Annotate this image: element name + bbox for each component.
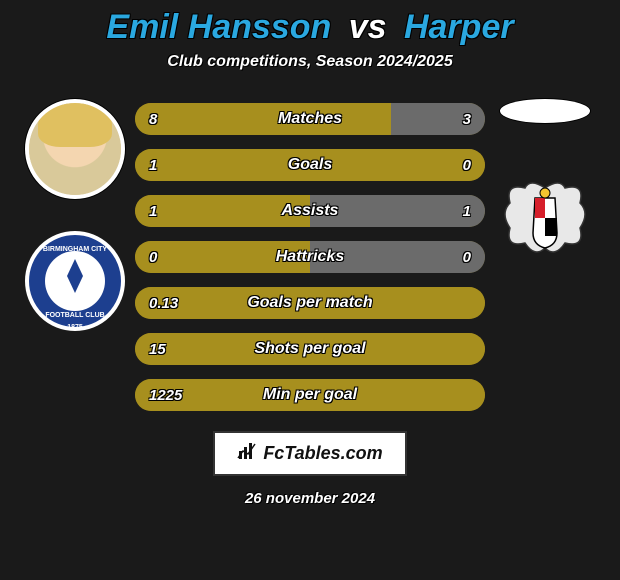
stat-row: 1Assists1 (135, 195, 485, 227)
stat-row: 15Shots per goal (135, 333, 485, 365)
chart-icon (237, 441, 257, 466)
stats-bars: 8Matches31Goals01Assists10Hattricks00.13… (135, 99, 485, 411)
watermark: FcTables.com (213, 431, 406, 476)
stat-value-right: 3 (463, 111, 471, 128)
stat-label: Hattricks (135, 248, 485, 266)
svg-text:FOOTBALL CLUB: FOOTBALL CLUB (45, 312, 104, 319)
date-label: 26 november 2024 (245, 490, 375, 507)
exeter-logo-icon (495, 173, 595, 263)
watermark-text: FcTables.com (263, 443, 382, 464)
player1-club-logo: BIRMINGHAM CITY FOOTBALL CLUB · 1875 · (25, 221, 125, 341)
stat-row: 8Matches3 (135, 103, 485, 135)
birmingham-logo-icon: BIRMINGHAM CITY FOOTBALL CLUB · 1875 · (25, 221, 125, 341)
stat-value-right: 0 (463, 249, 471, 266)
stat-label: Goals (135, 156, 485, 174)
svg-text:BIRMINGHAM CITY: BIRMINGHAM CITY (43, 246, 107, 253)
player2-photo (500, 99, 590, 123)
title-vs: vs (349, 8, 387, 46)
main-row: BIRMINGHAM CITY FOOTBALL CLUB · 1875 · 8… (0, 99, 620, 411)
stat-row: 1225Min per goal (135, 379, 485, 411)
subtitle: Club competitions, Season 2024/2025 (167, 53, 452, 71)
title-player1: Emil Hansson (106, 8, 331, 46)
right-side (485, 99, 605, 263)
comparison-title: Emil Hansson vs Harper (106, 8, 513, 47)
stat-label: Goals per match (135, 294, 485, 312)
stat-row: 0Hattricks0 (135, 241, 485, 273)
stat-label: Matches (135, 110, 485, 128)
stat-label: Shots per goal (135, 340, 485, 358)
left-side: BIRMINGHAM CITY FOOTBALL CLUB · 1875 · (15, 99, 135, 341)
svg-text:· 1875 ·: · 1875 · (63, 324, 87, 331)
stat-label: Assists (135, 202, 485, 220)
stat-value-right: 0 (463, 157, 471, 174)
player1-photo (25, 99, 125, 199)
stat-row: 0.13Goals per match (135, 287, 485, 319)
stat-value-right: 1 (463, 203, 471, 220)
player2-club-logo (495, 173, 595, 263)
stat-label: Min per goal (135, 386, 485, 404)
title-player2: Harper (404, 8, 514, 46)
stat-row: 1Goals0 (135, 149, 485, 181)
face-placeholder-icon (29, 103, 121, 195)
